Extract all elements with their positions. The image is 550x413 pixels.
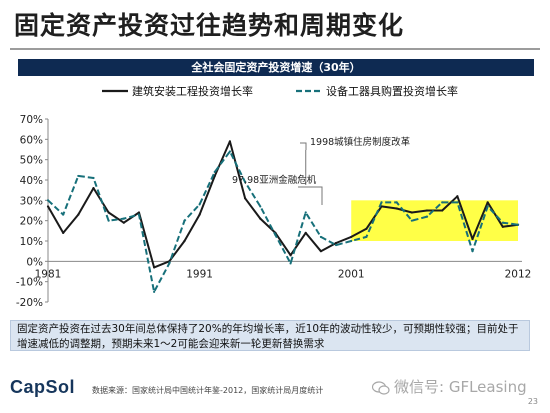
- y-tick-label: 40%: [20, 175, 43, 187]
- y-tick-label: 10%: [20, 236, 43, 248]
- highlight-band: [351, 200, 518, 241]
- data-point: [456, 201, 459, 204]
- data-point: [228, 140, 232, 143]
- data-point: [319, 250, 323, 253]
- data-point: [395, 201, 398, 204]
- y-tick-label: 0%: [26, 256, 43, 268]
- y-tick-label: -10%: [16, 277, 43, 289]
- line-chart: -20% -10% 0% 10% 20% 30% 40% 50% 60% 70% 1981 1991 2…: [16, 84, 532, 309]
- data-point: [304, 211, 307, 214]
- data-point: [137, 213, 141, 216]
- data-point: [365, 235, 368, 239]
- data-point: [350, 239, 353, 243]
- data-point: [62, 231, 65, 234]
- data-point: [183, 239, 186, 243]
- y-tick-label: -20%: [16, 297, 43, 309]
- y-tick-label: 20%: [20, 216, 43, 228]
- data-point: [486, 201, 489, 204]
- data-point: [516, 223, 520, 226]
- data-point: [183, 219, 186, 222]
- data-point: [46, 199, 50, 202]
- data-point: [289, 254, 292, 257]
- data-point: [153, 290, 156, 293]
- slide-title: 固定资产投资过往趋势和周期变化: [14, 11, 405, 40]
- data-point: [77, 213, 80, 216]
- summary-box: 固定资产投资在过去30年间总体保持了20%的年均增长率，近10年的波动性较少，可…: [10, 320, 530, 351]
- series-construction-line: [47, 140, 519, 269]
- data-point: [350, 235, 353, 239]
- title-divider: [10, 48, 540, 50]
- wechat-icon: [372, 380, 390, 395]
- data-point: [319, 235, 323, 239]
- y-tick-label: 30%: [20, 195, 43, 207]
- data-point: [77, 174, 80, 178]
- data-point: [243, 180, 247, 184]
- data-point: [153, 266, 156, 269]
- data-point: [395, 207, 398, 210]
- page-number: 23: [527, 397, 538, 406]
- x-tick-label: 1991: [186, 268, 213, 280]
- data-point: [274, 233, 277, 236]
- legend-label: 设备工器具购置投资增长率: [326, 84, 458, 98]
- data-point: [471, 250, 474, 253]
- x-tick-label: 2001: [338, 268, 365, 280]
- data-point: [471, 237, 474, 241]
- data-point: [198, 213, 201, 216]
- data-point: [441, 209, 444, 212]
- data-point: [122, 221, 125, 224]
- data-point: [198, 203, 201, 206]
- data-point: [289, 262, 292, 265]
- data-point: [107, 211, 110, 214]
- data-point: [501, 225, 504, 228]
- data-point: [62, 213, 65, 216]
- series-equipment-line: [47, 150, 519, 293]
- y-tick-label: 70%: [20, 114, 43, 126]
- data-point: [259, 205, 262, 208]
- watermark: 微信号: GFLeasing: [372, 376, 527, 397]
- data-point: [243, 197, 247, 200]
- data-point: [486, 205, 489, 208]
- data-point: [92, 176, 95, 180]
- annotation-bracket: [300, 142, 307, 150]
- annotation-asian-crisis: 97,98亚洲金融危机: [232, 174, 317, 186]
- data-point: [168, 262, 171, 265]
- data-point: [501, 221, 504, 224]
- data-point: [46, 205, 50, 208]
- data-point: [380, 201, 383, 204]
- data-source: 数据来源：国家统计局中国统计年鉴-2012，国家统计局月度统计: [92, 386, 324, 395]
- data-point: [410, 211, 413, 214]
- data-point: [441, 201, 444, 204]
- chart-title: 全社会固定资产投资增速（30年）: [18, 59, 534, 76]
- data-point: [456, 195, 459, 198]
- data-point: [334, 243, 338, 247]
- data-point: [107, 219, 110, 222]
- data-point: [334, 241, 338, 245]
- brand-logo: CapSol: [10, 377, 76, 397]
- data-point: [365, 227, 368, 230]
- y-tick-label: 50%: [20, 155, 43, 167]
- x-tick-label: 1981: [35, 268, 62, 280]
- data-point: [425, 215, 429, 218]
- annotation-housing-reform: 1998城镇住房制度改革: [310, 136, 411, 148]
- y-tick-label: 60%: [20, 134, 43, 146]
- data-point: [304, 231, 307, 234]
- data-point: [213, 170, 216, 173]
- data-point: [92, 187, 95, 190]
- data-point: [122, 217, 125, 220]
- x-tick-label: 2012: [505, 268, 532, 280]
- watermark-text: 微信号: GFLeasing: [394, 378, 527, 396]
- data-point: [137, 211, 141, 214]
- legend-label: 建筑安装工程投资增长率: [132, 84, 253, 98]
- data-point: [410, 219, 413, 222]
- annotation-bracket: [298, 186, 323, 205]
- data-point: [425, 209, 429, 212]
- data-point: [228, 150, 232, 153]
- data-point: [259, 217, 262, 220]
